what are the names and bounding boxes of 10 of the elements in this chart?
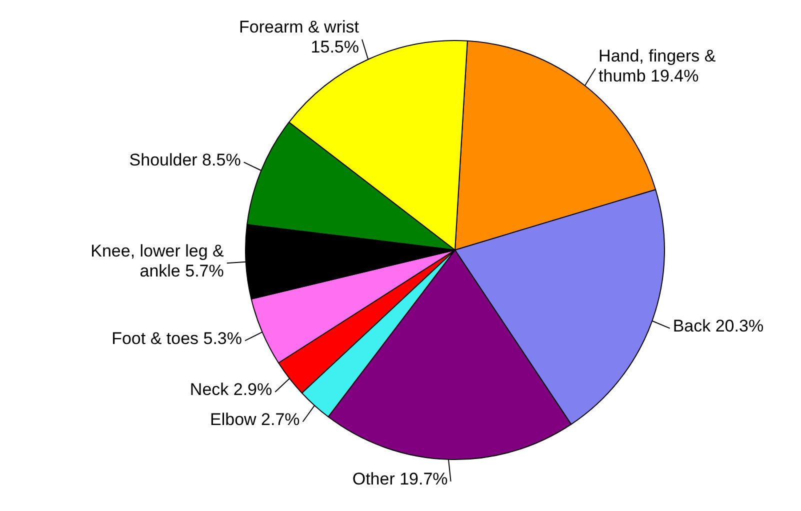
slice-label: Hand, fingers & thumb 19.4% [598, 46, 716, 86]
slice-label: Knee, lower leg & ankle 5.7% [90, 241, 225, 280]
slice-label: Shoulder 8.5% [129, 150, 241, 170]
slice-label: Neck 2.9% [190, 380, 272, 400]
slice-label: Elbow 2.7% [210, 410, 300, 429]
slice-label: Back 20.3% [672, 316, 764, 336]
slice-label: Forearm & wrist [239, 18, 360, 37]
slice-label: Foot & toes 5.3% [112, 328, 242, 348]
data-label: 15.5% [310, 38, 359, 57]
slice-label: Other 19.7% [352, 470, 448, 489]
